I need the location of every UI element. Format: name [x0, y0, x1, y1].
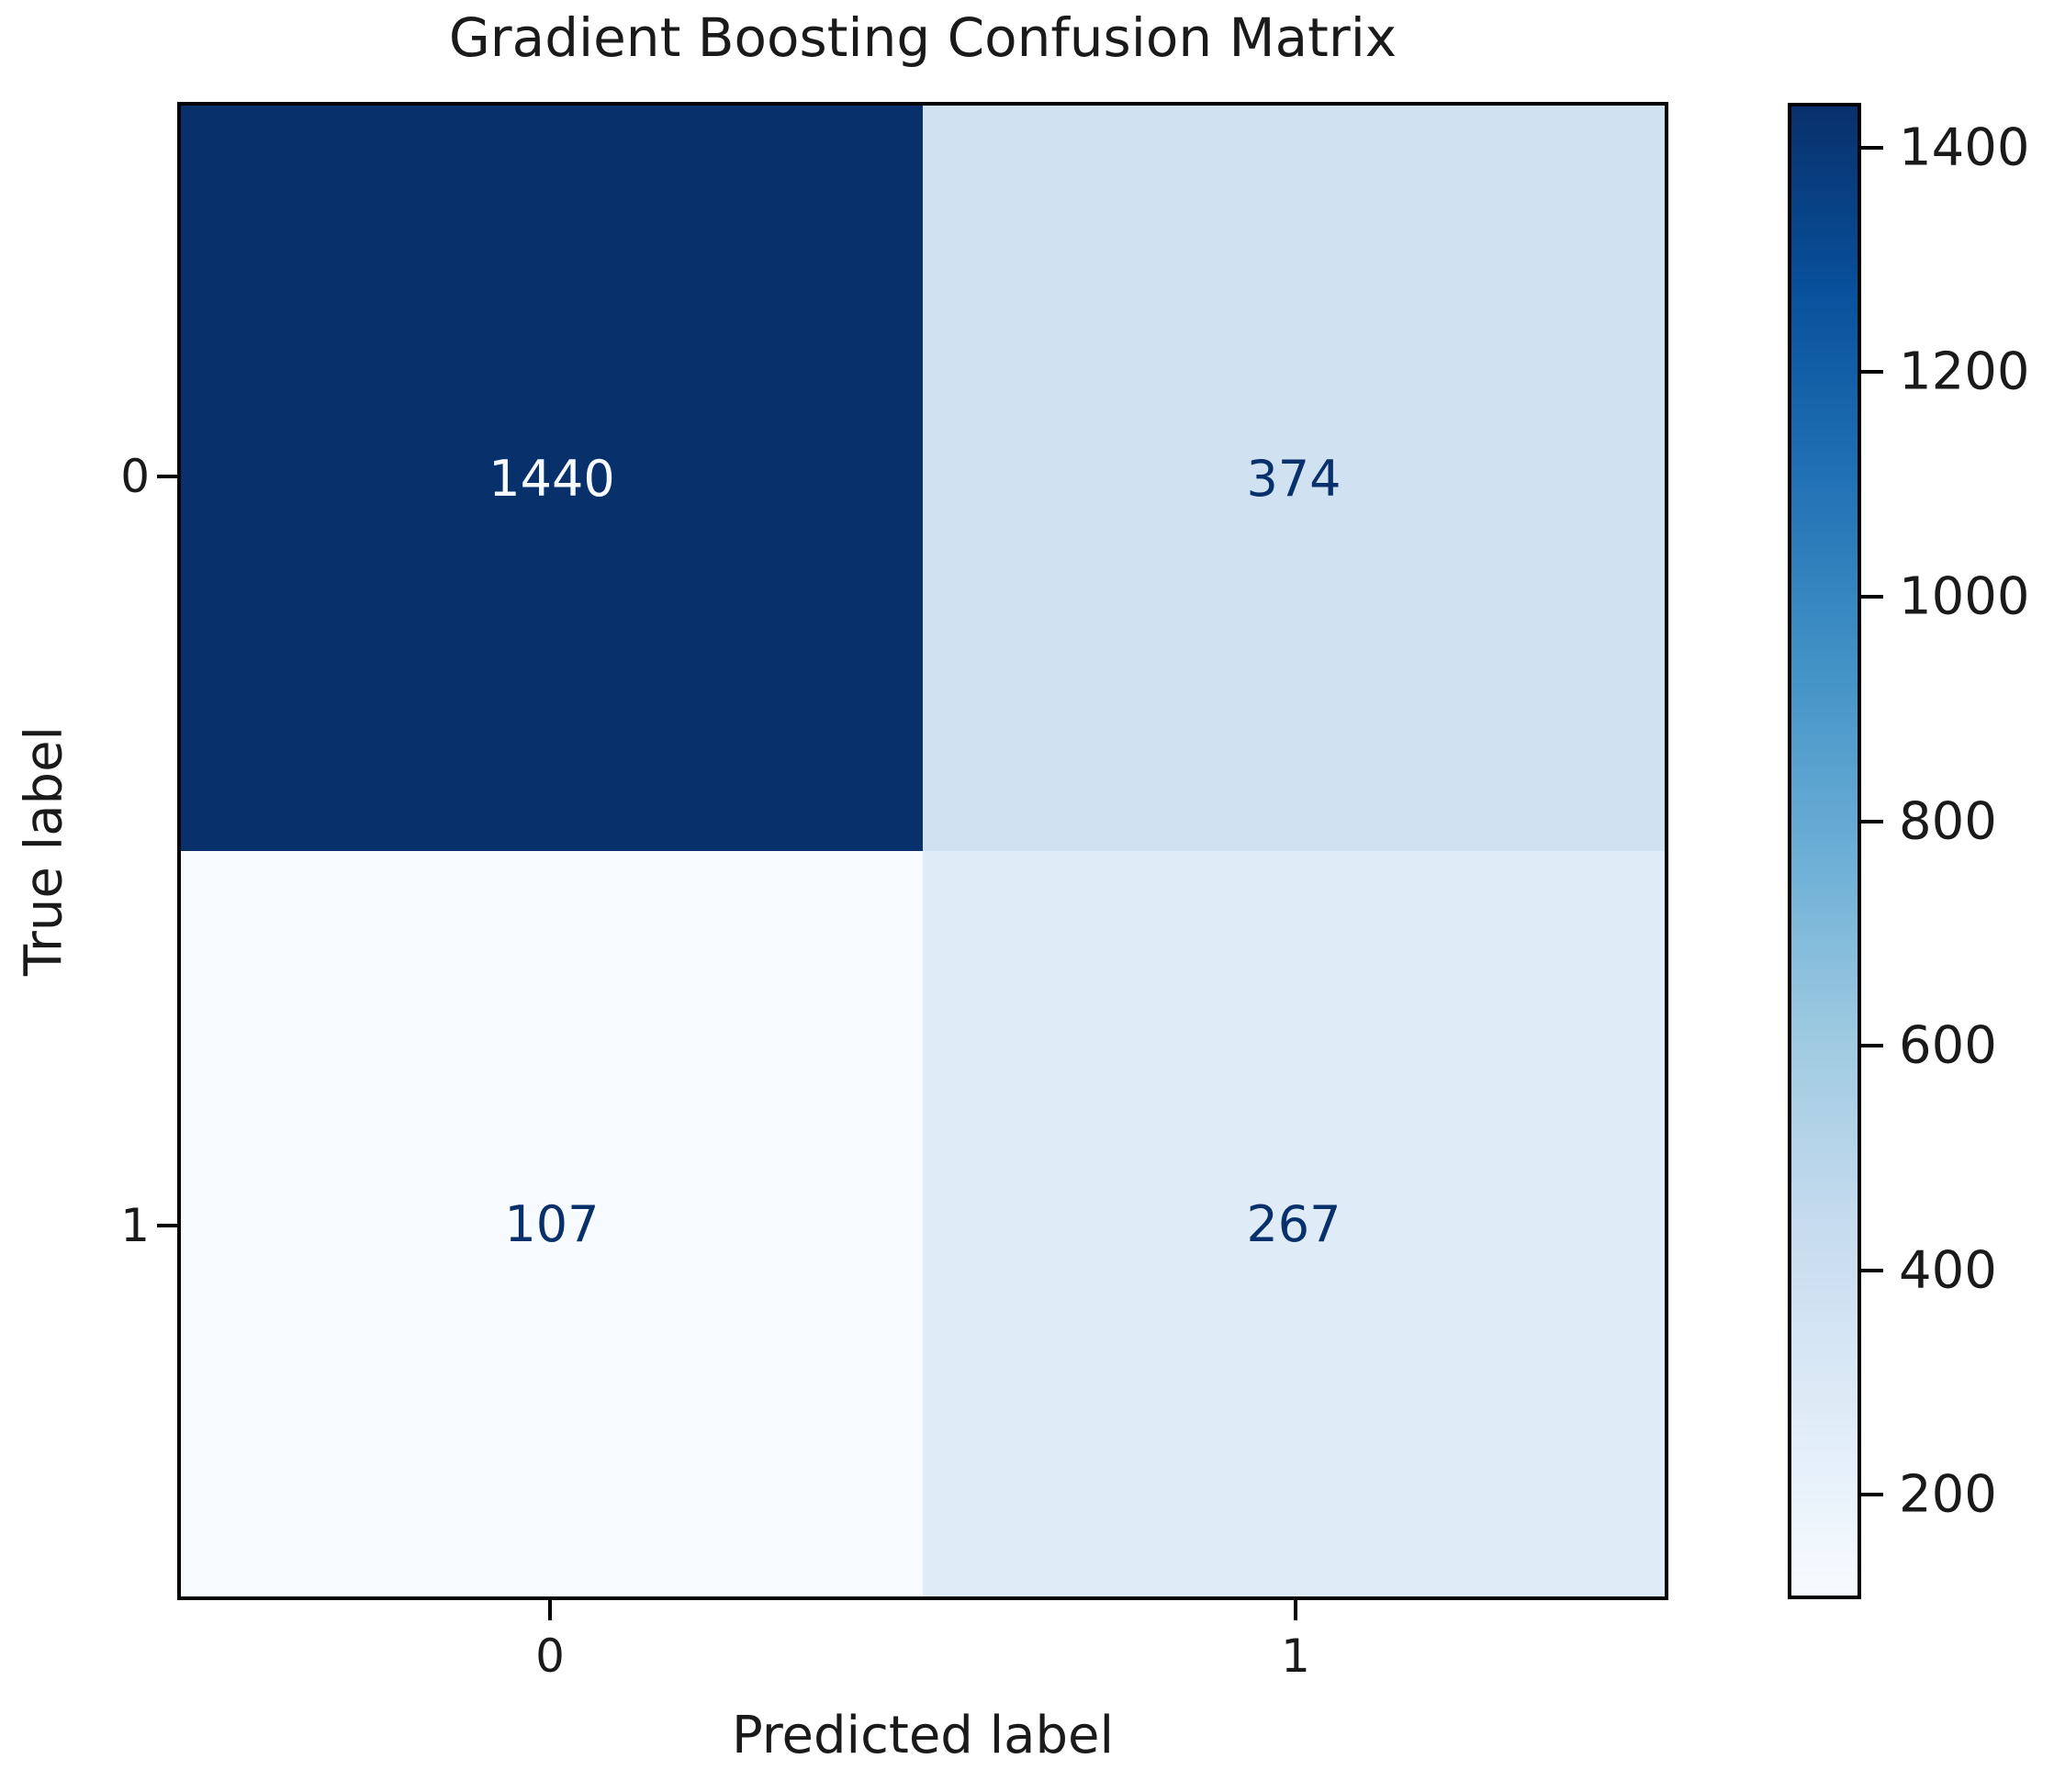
heatmap-cell: 374	[923, 106, 1665, 851]
x-axis-label: Predicted label	[731, 1706, 1115, 1765]
y-tick-mark	[157, 475, 177, 478]
cell-value: 267	[1246, 1194, 1341, 1253]
x-tick-label: 1	[1281, 1630, 1310, 1683]
y-axis-label: True label	[14, 725, 74, 977]
colorbar-tick-mark	[1861, 1268, 1883, 1272]
colorbar-gradient	[1791, 106, 1858, 1596]
x-tick-label: 0	[535, 1630, 565, 1683]
colorbar-tick-mark	[1861, 1493, 1883, 1497]
colorbar-tick-label: 1000	[1899, 566, 2030, 627]
colorbar-tick-mark	[1861, 819, 1883, 823]
cell-value: 107	[504, 1194, 600, 1253]
cell-value: 1440	[488, 449, 615, 508]
chart-title: Gradient Boosting Confusion Matrix	[448, 6, 1397, 69]
colorbar-tick-label: 200	[1899, 1464, 1997, 1525]
colorbar-tick-mark	[1861, 145, 1883, 150]
colorbar-tick-label: 600	[1899, 1015, 1997, 1076]
x-tick-mark	[548, 1600, 552, 1620]
colorbar-tick-label: 1400	[1899, 118, 2030, 178]
heatmap-cell: 1440	[181, 106, 923, 851]
colorbar-tick-mark	[1861, 370, 1883, 375]
y-tick-label: 0	[120, 450, 150, 503]
heatmap-cell: 267	[923, 851, 1665, 1596]
colorbar-tick-mark	[1861, 595, 1883, 599]
heatmap-plot: 1440 374 107 267	[177, 102, 1668, 1600]
x-tick-mark	[1294, 1600, 1297, 1620]
heatmap-cell: 107	[181, 851, 923, 1596]
y-tick-label: 1	[120, 1199, 150, 1252]
colorbar-tick-mark	[1861, 1044, 1883, 1048]
colorbar	[1788, 103, 1861, 1599]
colorbar-tick-label: 400	[1899, 1240, 1997, 1301]
cell-value: 374	[1246, 449, 1341, 508]
colorbar-tick-label: 1200	[1899, 342, 2030, 402]
colorbar-tick-label: 800	[1899, 791, 1997, 852]
y-tick-mark	[157, 1224, 177, 1227]
